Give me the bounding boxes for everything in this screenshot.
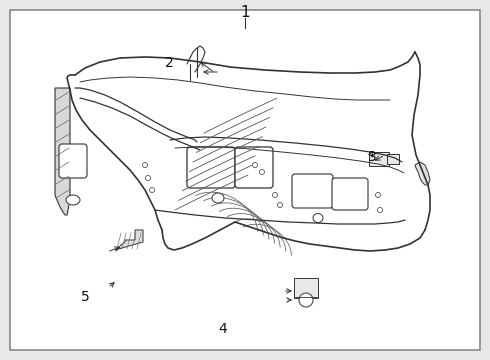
Circle shape — [143, 162, 147, 167]
FancyBboxPatch shape — [332, 178, 368, 210]
FancyBboxPatch shape — [294, 278, 318, 298]
Circle shape — [277, 202, 283, 207]
Ellipse shape — [313, 213, 323, 222]
Text: 5: 5 — [81, 290, 90, 304]
Circle shape — [252, 162, 258, 167]
Circle shape — [260, 170, 265, 175]
Ellipse shape — [212, 193, 224, 203]
Polygon shape — [415, 162, 430, 185]
Circle shape — [146, 175, 150, 180]
Circle shape — [375, 193, 381, 198]
Circle shape — [377, 207, 383, 212]
Text: 4: 4 — [219, 323, 227, 336]
Circle shape — [149, 188, 154, 193]
Circle shape — [272, 193, 277, 198]
Polygon shape — [55, 88, 70, 215]
FancyBboxPatch shape — [59, 144, 87, 178]
FancyBboxPatch shape — [292, 174, 333, 208]
Ellipse shape — [66, 195, 80, 205]
Circle shape — [299, 293, 313, 307]
Polygon shape — [115, 230, 143, 250]
FancyBboxPatch shape — [235, 147, 273, 188]
FancyBboxPatch shape — [369, 152, 389, 166]
Text: 1: 1 — [240, 5, 250, 20]
FancyBboxPatch shape — [387, 154, 399, 164]
Text: 2: 2 — [165, 56, 173, 70]
FancyBboxPatch shape — [10, 10, 480, 350]
FancyBboxPatch shape — [187, 147, 235, 188]
Text: 3: 3 — [368, 150, 377, 163]
